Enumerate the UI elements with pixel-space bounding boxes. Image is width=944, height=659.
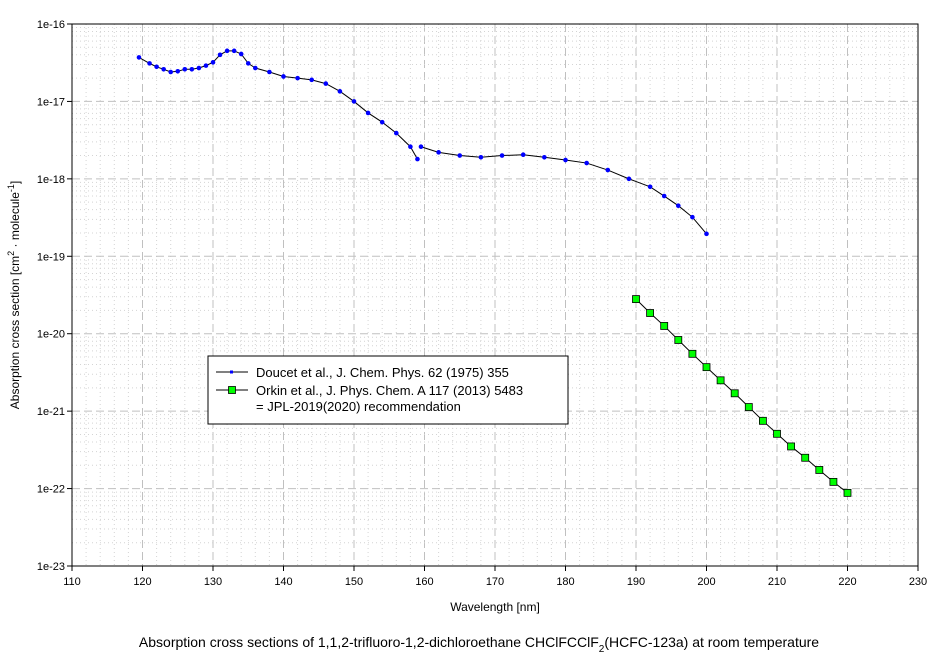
x-tick-label: 220 <box>838 576 856 588</box>
x-tick-label: 110 <box>63 576 81 588</box>
data-point <box>661 193 667 199</box>
data-point <box>632 295 640 303</box>
data-point <box>647 184 653 190</box>
series-layer <box>136 48 852 497</box>
data-point <box>351 99 357 104</box>
data-point <box>203 63 209 68</box>
y-tick-label: 1e-23 <box>37 561 65 573</box>
x-tick-label: 140 <box>274 576 292 588</box>
x-tick-label: 170 <box>486 576 504 588</box>
data-point <box>660 322 669 330</box>
data-point <box>224 48 230 54</box>
data-point <box>217 52 223 58</box>
data-point <box>815 466 824 474</box>
legend-label-orkin-line2: = JPL-2019(2020) recommendation <box>256 399 461 414</box>
data-point <box>281 74 286 79</box>
data-point <box>161 66 166 72</box>
data-point <box>309 77 315 83</box>
data-point <box>418 144 424 150</box>
x-tick-label: 210 <box>768 576 786 588</box>
data-point <box>584 160 589 166</box>
x-axis-label: Wavelength [nm] <box>450 600 540 614</box>
data-point <box>210 60 216 65</box>
data-point <box>379 119 385 125</box>
y-tick-label: 1e-19 <box>37 251 65 263</box>
data-point <box>626 176 632 182</box>
data-point <box>646 309 654 317</box>
data-point <box>147 61 152 66</box>
data-point <box>704 231 709 237</box>
data-point <box>829 477 838 486</box>
data-point <box>245 61 251 66</box>
data-point <box>415 156 420 162</box>
data-point <box>323 81 329 86</box>
x-tick-label: 180 <box>556 576 574 588</box>
x-tick-label: 230 <box>909 576 927 588</box>
data-point <box>231 48 237 54</box>
data-point <box>702 363 711 372</box>
data-point <box>408 144 413 150</box>
data-point <box>182 66 188 72</box>
data-point <box>394 130 399 136</box>
legend-marker-orkin <box>228 386 236 394</box>
data-point <box>457 153 463 158</box>
data-point <box>436 150 441 155</box>
data-point <box>337 89 343 94</box>
y-tick-label: 1e-18 <box>37 174 65 186</box>
data-point <box>730 389 739 398</box>
y-tick-label: 1e-21 <box>37 406 65 418</box>
series-line-1 <box>635 298 848 494</box>
x-tick-label: 150 <box>345 576 363 588</box>
data-point <box>196 65 202 71</box>
y-tick-label: 1e-17 <box>37 96 65 108</box>
x-tick-label: 120 <box>133 576 151 588</box>
data-point <box>563 157 568 163</box>
axis-ticks: 110 120 130 140 150 160 170 180 190 200 210 220 230 1… <box>37 19 927 588</box>
data-point <box>676 203 681 209</box>
legend: Doucet et al., J. Chem. Phys. 62 (1975) … <box>207 355 569 425</box>
x-tick-label: 130 <box>204 576 222 588</box>
data-point <box>542 154 547 160</box>
data-point <box>365 110 371 116</box>
data-point <box>136 55 142 60</box>
data-point <box>175 68 181 74</box>
data-point <box>759 416 767 425</box>
data-point <box>744 403 753 411</box>
data-point <box>154 64 159 70</box>
x-tick-label: 200 <box>697 576 715 588</box>
data-point <box>499 153 505 158</box>
legend-label-orkin: Orkin et al., J. Phys. Chem. A 117 (2013… <box>256 383 523 398</box>
data-point <box>674 336 683 344</box>
y-tick-label: 1e-22 <box>37 484 65 496</box>
data-point <box>787 442 795 451</box>
data-point <box>478 154 484 160</box>
data-point <box>295 75 300 81</box>
data-point <box>605 167 611 173</box>
legend-marker-doucet <box>230 370 233 374</box>
data-point <box>773 429 781 438</box>
x-tick-label: 160 <box>415 576 433 588</box>
legend-label-doucet: Doucet et al., J. Chem. Phys. 62 (1975) … <box>256 365 509 380</box>
data-point <box>520 152 526 158</box>
data-point <box>238 51 244 57</box>
x-tick-label: 190 <box>627 576 645 588</box>
data-point <box>801 453 810 462</box>
data-point <box>253 65 258 71</box>
series-line-0 <box>420 146 707 235</box>
data-point <box>267 69 272 75</box>
data-point <box>716 376 725 385</box>
data-point <box>168 69 173 75</box>
y-axis-label: Absorption cross section [cm2 · molecule… <box>6 181 22 409</box>
chart-title: Absorption cross sections of 1,1,2-trifl… <box>139 634 819 655</box>
data-point <box>688 349 697 358</box>
grid <box>71 24 919 566</box>
data-point <box>690 214 695 220</box>
data-point <box>189 66 195 72</box>
y-tick-label: 1e-16 <box>37 19 65 31</box>
y-tick-label: 1e-20 <box>37 329 65 341</box>
data-point <box>843 488 852 497</box>
